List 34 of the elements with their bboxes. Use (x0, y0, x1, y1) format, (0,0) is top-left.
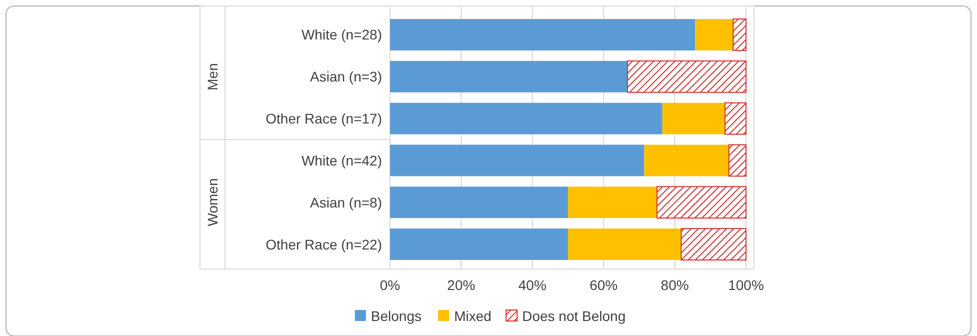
bar (680, 228, 746, 260)
bar (390, 19, 696, 50)
text: Women (204, 178, 220, 226)
legend-label: Does not Belong (522, 308, 626, 324)
bar (662, 102, 725, 134)
y-tick-label: White (n=42) (301, 152, 382, 168)
bar (728, 144, 746, 177)
bar (390, 186, 568, 218)
y-tick-label: White (n=28) (301, 26, 382, 43)
bar (568, 186, 657, 218)
bar (724, 102, 746, 135)
legend-label: Belongs (370, 308, 422, 324)
text: Men (204, 63, 220, 90)
bar (390, 228, 568, 260)
bar (390, 102, 662, 134)
y-tick-label: Other Race (n=22) (266, 236, 382, 252)
y-tick-label: Asian (n=8) (310, 194, 382, 210)
x-tick-label: 0% (380, 277, 400, 293)
x-tick-label: 60% (590, 277, 618, 293)
x-tick-label: 100% (728, 277, 764, 293)
bar (732, 18, 746, 51)
bar (626, 60, 746, 93)
bar (390, 144, 644, 176)
bar (644, 144, 729, 176)
y-tick-label: Other Race (n=17) (266, 110, 382, 127)
x-tick-label: 40% (518, 277, 546, 293)
bar (390, 60, 628, 92)
y-tick-label: Asian (n=3) (310, 68, 382, 85)
bar (695, 19, 734, 50)
x-tick-label: 20% (447, 277, 476, 293)
bar (568, 228, 682, 260)
legend-label: Mixed (454, 308, 492, 324)
bar (656, 186, 746, 219)
x-tick-label: 80% (660, 277, 689, 293)
